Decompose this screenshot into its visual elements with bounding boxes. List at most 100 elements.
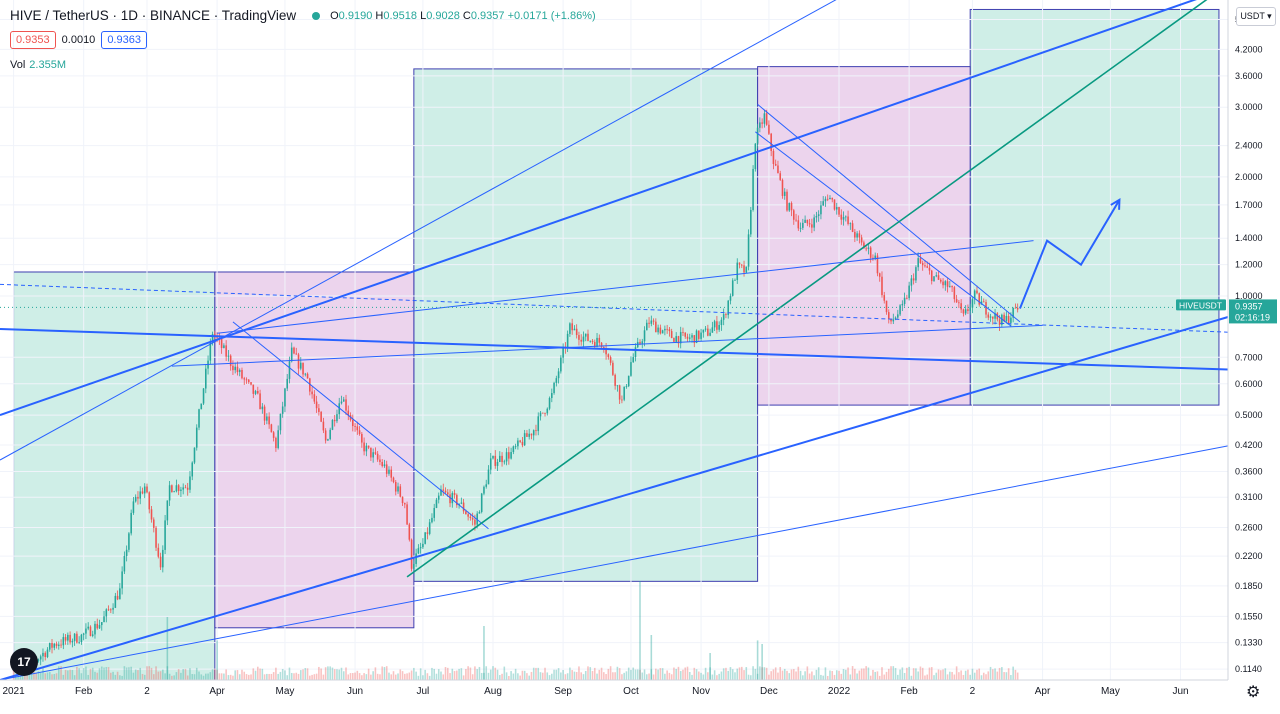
trend-line-1 [0,0,837,461]
candle-body [548,398,551,409]
volume-bar [960,670,962,680]
volume-bar [465,668,467,680]
symbol-title[interactable]: HIVE / TetherUS · 1D · BINANCE · Trading… [10,8,297,23]
volume-bar [890,666,892,680]
volume-bar [229,674,232,680]
volume-bar [356,670,359,680]
volume-bar [189,668,191,680]
candle-body [883,295,886,301]
volume-bar [390,674,393,680]
volume-bar [137,670,139,680]
volume-bar [711,674,714,680]
settings-gear-icon[interactable]: ⚙ [1246,684,1261,701]
volume-bar [679,671,682,680]
time-tick-label: Jun [347,686,363,697]
volume-bar [958,672,960,680]
candle-body [734,279,736,281]
candle-body [227,355,230,357]
candle-body [281,406,284,414]
candle-body [76,633,78,643]
time-tick-label: May [275,686,294,697]
volume-bar [863,668,865,680]
candle-body [105,609,108,617]
candle-body [605,348,607,355]
sell-button[interactable]: 0.9353 [10,31,56,49]
volume-bar [562,670,564,680]
candle-body [928,267,931,271]
volume-bar [1012,666,1014,680]
candle-body [700,332,702,339]
candle-body [232,365,234,371]
volume-bar [489,669,492,680]
candle-body [820,205,822,215]
volume-bar [584,670,587,680]
volume-bar [747,674,750,680]
candle-body [951,285,953,288]
candle-body [815,215,818,218]
buy-button[interactable]: 0.9363 [101,31,147,49]
volume-bar [740,666,743,680]
candle-body [897,314,899,318]
time-tick-label: Apr [209,686,225,697]
volume-bar [442,674,445,680]
volume-bar [89,668,92,680]
volume-bar [399,669,402,680]
change-value: +0.0171 (+1.86%) [507,9,596,22]
candle-body [777,165,779,174]
time-tick-label: May [1101,686,1120,697]
volume-bar [336,669,338,680]
candle-body [42,652,44,657]
candle-body [648,322,650,324]
volume-bar [792,669,795,680]
candle-body [198,409,200,428]
candle-body [955,299,958,303]
candle-body [754,143,757,170]
volume-bar [64,669,67,680]
tradingview-logo[interactable]: 17 [10,648,38,676]
candle-body [892,319,895,322]
volume-value: 2.355M [29,59,66,71]
candle-body [39,656,42,660]
candle-body [247,379,250,383]
volume-bar [851,666,854,680]
volume-bar [205,673,207,680]
candle-body [37,659,40,661]
volume-bar [887,668,890,680]
candle-body [603,347,605,349]
volume-bar [202,675,205,680]
volume-spike-1 [216,640,218,680]
currency-dropdown[interactable]: USDT ▾ [1236,7,1276,26]
volume-bar [91,667,94,680]
volume-bar [508,675,510,680]
candle-body [553,382,555,394]
candle-body [338,403,341,415]
candle-body [241,369,243,379]
candle-body [571,323,573,331]
candle-body [562,347,564,358]
volume-bar [953,674,956,680]
volume-bar [569,667,571,680]
candle-body [517,440,519,447]
volume-bar [842,669,845,680]
candle-body [512,446,515,453]
candle-body [374,452,377,454]
candle-body [557,371,560,379]
candle-body [306,373,309,379]
volume-bar [976,669,978,680]
volume-bar [51,674,53,680]
volume-bar [820,674,822,680]
volume-bar [293,673,295,680]
volume-bar [1003,672,1005,680]
volume-bar [496,669,499,680]
candle-body [664,328,666,331]
volume-bar [557,668,560,680]
volume-bar [200,674,203,680]
candle-body [912,278,915,281]
candle-body [363,442,365,452]
candle-body [921,262,924,266]
volume-bar [646,674,648,680]
candle-body [225,345,227,357]
volume-bar [132,672,135,680]
